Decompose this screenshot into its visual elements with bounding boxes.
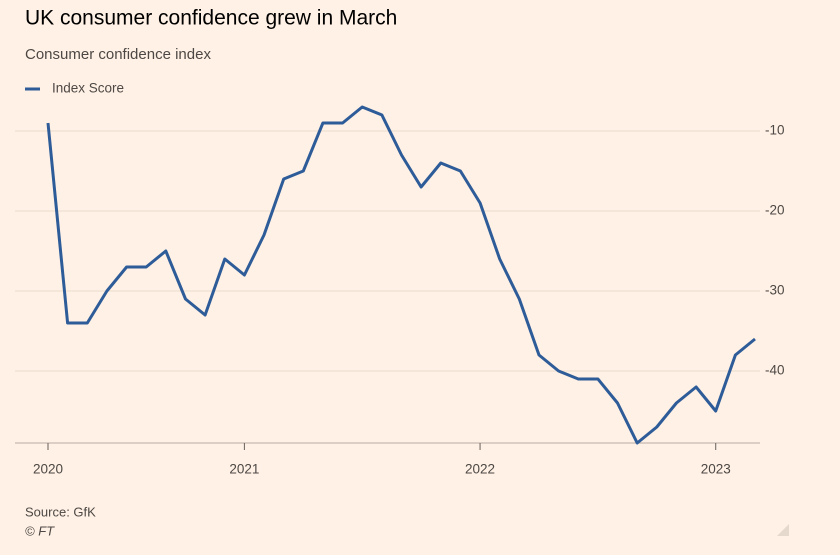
source: Source: GfK (25, 504, 96, 519)
data-line (46, 105, 756, 445)
y-tick-label: -10 (765, 123, 785, 138)
credit: © FT (25, 523, 55, 538)
x-tick-label: 2023 (701, 462, 731, 477)
x-tick-label: 2021 (229, 462, 259, 477)
x-tick-label: 2020 (33, 462, 63, 477)
y-tick-label: -30 (765, 283, 785, 298)
x-tick-label: 2022 (465, 462, 495, 477)
y-tick-label: -20 (765, 203, 785, 218)
chart-title: UK consumer confidence grew in March (25, 7, 397, 30)
legend-label: Index Score (52, 81, 124, 96)
resize-icon (777, 524, 789, 536)
chart-subtitle: Consumer confidence index (25, 46, 211, 63)
y-tick-label: -40 (765, 363, 785, 378)
